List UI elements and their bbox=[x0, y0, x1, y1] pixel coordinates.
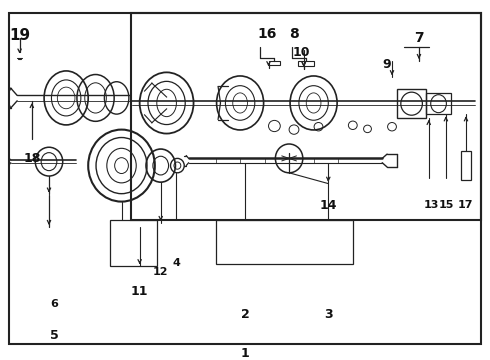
Bar bbox=[216, 220, 353, 264]
Bar bbox=[397, 89, 426, 118]
Text: 2: 2 bbox=[241, 309, 249, 321]
Text: 17: 17 bbox=[458, 200, 473, 210]
Text: 12: 12 bbox=[153, 267, 169, 277]
Text: 4: 4 bbox=[172, 258, 180, 268]
Text: 1: 1 bbox=[241, 347, 249, 360]
Text: 7: 7 bbox=[414, 31, 424, 45]
Text: 16: 16 bbox=[257, 27, 277, 41]
Text: 15: 15 bbox=[438, 200, 454, 210]
Text: 3: 3 bbox=[324, 309, 333, 321]
Bar bbox=[110, 220, 157, 266]
Bar bbox=[131, 13, 481, 220]
Text: 14: 14 bbox=[319, 199, 337, 212]
Text: 8: 8 bbox=[289, 27, 299, 41]
Text: 6: 6 bbox=[50, 299, 58, 309]
Text: 18: 18 bbox=[23, 152, 41, 165]
Bar bbox=[269, 61, 280, 65]
Text: 11: 11 bbox=[131, 285, 148, 298]
Text: 19: 19 bbox=[9, 28, 30, 44]
Bar bbox=[426, 93, 451, 114]
Bar bbox=[298, 61, 314, 66]
Text: 9: 9 bbox=[383, 58, 392, 71]
Bar bbox=[461, 151, 471, 180]
Text: 13: 13 bbox=[423, 200, 439, 210]
Text: 10: 10 bbox=[293, 46, 310, 59]
Text: 5: 5 bbox=[49, 329, 58, 342]
